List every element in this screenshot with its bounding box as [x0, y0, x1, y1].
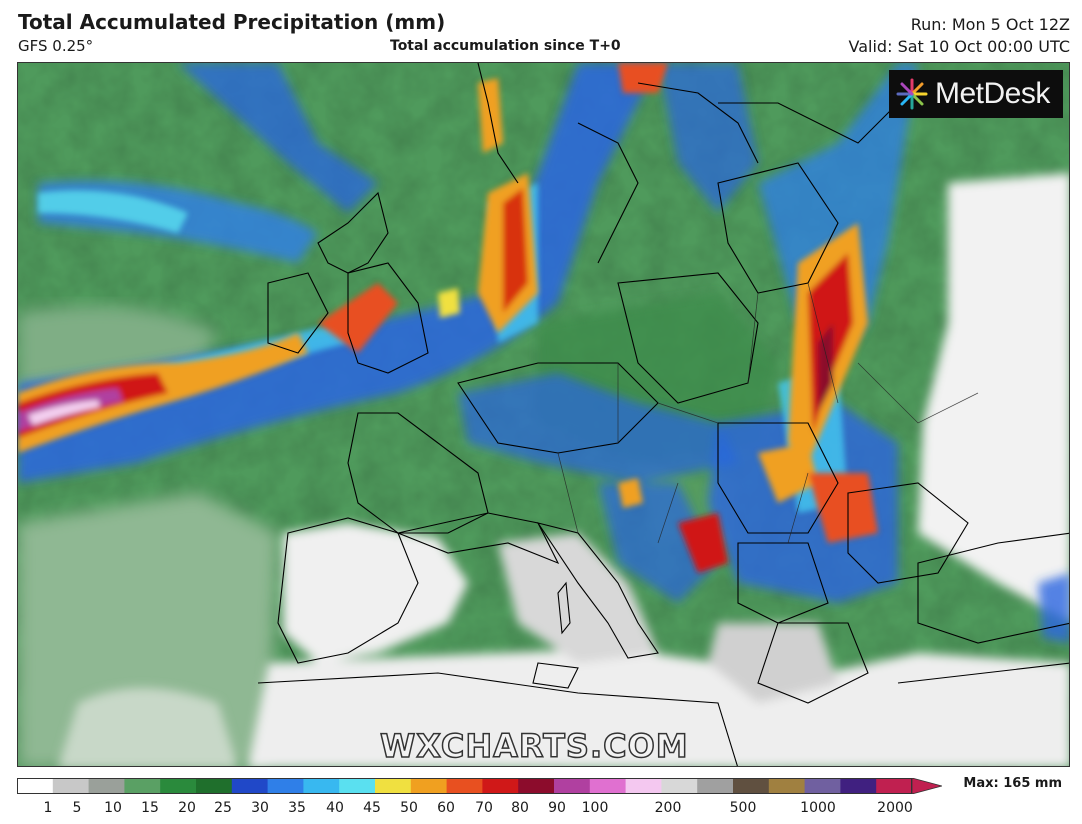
- precipitation-map[interactable]: MetDesk WXCHARTS.COM: [17, 62, 1070, 767]
- legend-tick-label: 25: [214, 800, 232, 816]
- legend-swatch: [446, 778, 483, 794]
- legend-swatch: [88, 778, 125, 794]
- legend-swatch: [554, 778, 591, 794]
- legend-tick-label: 40: [326, 800, 344, 816]
- legend-swatch: [625, 778, 662, 794]
- legend-tick-label: 70: [475, 800, 493, 816]
- legend-swatch: [410, 778, 448, 794]
- chart-subtitle: Total accumulation since T+0: [390, 38, 621, 54]
- legend-swatch: [589, 778, 627, 794]
- legend-tick-label: 15: [141, 800, 159, 816]
- legend-swatch: [375, 778, 412, 794]
- legend-tick-label: 50: [400, 800, 418, 816]
- valid-label: Valid: Sat 10 Oct 00:00 UTC: [848, 37, 1070, 56]
- legend-swatch: [52, 778, 90, 794]
- legend-tick-label: 5: [72, 800, 82, 816]
- metdesk-logo: MetDesk: [889, 70, 1063, 118]
- legend-tick-label: 30: [251, 800, 269, 816]
- metdesk-burst-icon: [896, 78, 928, 110]
- legend-swatch: [196, 778, 233, 794]
- dry-areas: [58, 173, 1069, 766]
- legend-tick-label: 90: [548, 800, 566, 816]
- legend-swatch: [876, 778, 913, 794]
- legend-ticks: 1 5 10 15 20 25 30 35 40 45 50 60 70 80 90 100 200 500 100…: [0, 800, 1082, 820]
- legend-tick-label: 1000: [800, 800, 836, 816]
- legend-swatch: [840, 778, 877, 794]
- legend-swatch: [231, 778, 269, 794]
- model-label: GFS 0.25°: [18, 37, 94, 55]
- legend-tick-label: 10: [104, 800, 122, 816]
- legend-tick-label: 45: [363, 800, 381, 816]
- legend-tick-label: 35: [288, 800, 306, 816]
- legend-tick-label: 1: [43, 800, 53, 816]
- legend-swatch: [804, 778, 841, 794]
- legend-tick-label: 80: [511, 800, 529, 816]
- logo-text: MetDesk: [935, 77, 1050, 110]
- legend-swatch: [518, 778, 555, 794]
- legend-swatch: [303, 778, 340, 794]
- legend-overflow-arrow: [911, 778, 942, 794]
- legend-swatch: [267, 778, 304, 794]
- chart-title: Total Accumulated Precipitation (mm): [18, 10, 446, 34]
- legend-swatch: [482, 778, 519, 794]
- legend-swatch: [160, 778, 197, 794]
- legend-swatch: [124, 778, 161, 794]
- legend-swatch: [661, 778, 698, 794]
- legend-tick-label: 500: [729, 800, 757, 816]
- legend-swatch: [17, 778, 54, 794]
- legend-tick-label: 100: [581, 800, 609, 816]
- legend-swatch: [733, 778, 770, 794]
- legend-tick-label: 2000: [877, 800, 913, 816]
- legend-tick-label: 60: [437, 800, 455, 816]
- legend-colorbar: [17, 778, 942, 794]
- max-label: Max: 165 mm: [963, 776, 1062, 791]
- legend-swatch: [768, 778, 806, 794]
- run-label: Run: Mon 5 Oct 12Z: [910, 15, 1070, 34]
- legend-swatch: [339, 778, 376, 794]
- legend-swatch: [697, 778, 734, 794]
- watermark: WXCHARTS.COM: [379, 726, 689, 766]
- map-canvas: [18, 63, 1069, 766]
- legend-tick-label: 20: [178, 800, 196, 816]
- legend-tick-label: 200: [654, 800, 682, 816]
